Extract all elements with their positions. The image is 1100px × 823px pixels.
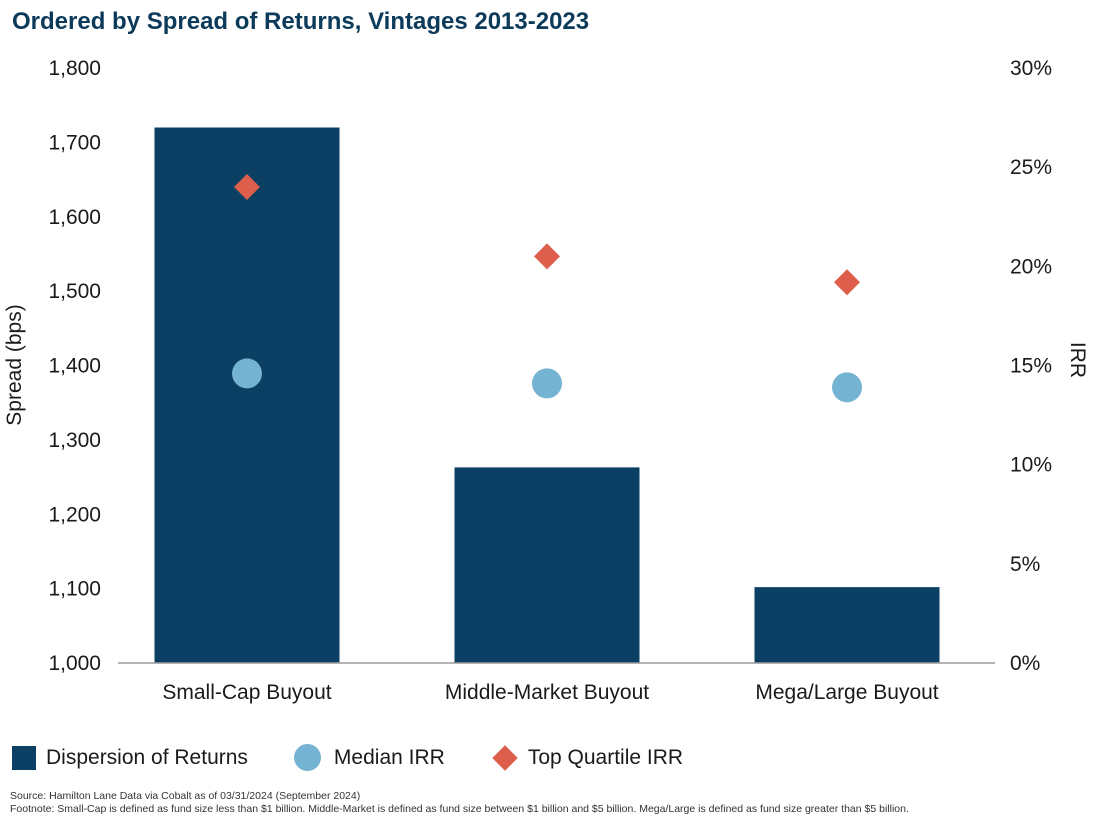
category-label: Mega/Large Buyout [755, 681, 938, 704]
legend-swatch-diamond [492, 744, 518, 771]
bar-3 [754, 587, 940, 663]
legend-label-dispersion: Dispersion of Returns [46, 745, 248, 769]
legend-item-top-quartile: Top Quartile IRR [491, 744, 684, 771]
legend-swatch-circle [293, 744, 321, 771]
y-tick-label: 1,300 [48, 429, 101, 452]
y-tick-label: 1,400 [48, 355, 101, 378]
median-point-3 [832, 372, 862, 403]
bar-1 [154, 127, 340, 663]
source-note: Source: Hamilton Lane Data via Cobalt as… [10, 790, 361, 802]
legend-swatch-bar [12, 745, 36, 770]
category-label: Middle-Market Buyout [445, 681, 649, 704]
y2-tick-label: 20% [1010, 255, 1052, 278]
legend: Dispersion of Returns Median IRR Top Qua… [12, 744, 729, 771]
median-point-2 [532, 368, 562, 399]
legend-item-dispersion: Dispersion of Returns [12, 745, 248, 770]
y-tick-label: 1,600 [48, 206, 101, 229]
top-quartile-point-1 [234, 174, 260, 200]
footnote: Footnote: Small-Cap is defined as fund s… [10, 803, 909, 815]
y-tick-label: 1,100 [48, 578, 101, 601]
y2-tick-label: 15% [1010, 355, 1052, 378]
legend-label-top-quartile: Top Quartile IRR [527, 745, 684, 769]
y-tick-label: 1,500 [48, 280, 101, 303]
y2-axis-title: IRR [1066, 342, 1089, 378]
y-tick-label: 1,000 [48, 652, 101, 675]
legend-item-median: Median IRR [293, 744, 445, 771]
chart-canvas: 1,000 1,100 1,200 1,300 1,400 1,500 1,600 1,700… [3, 57, 1089, 704]
median-point-1 [232, 358, 262, 389]
top-quartile-point-3 [834, 269, 860, 296]
y2-tick-label: 5% [1010, 553, 1040, 576]
y2-tick-label: 10% [1010, 454, 1052, 477]
chart-title: Ordered by Spread of Returns, Vintages 2… [12, 8, 590, 35]
y2-tick-label: 30% [1010, 57, 1052, 80]
y2-tick-label: 0% [1010, 652, 1040, 675]
y-axis-title: Spread (bps) [3, 304, 26, 425]
top-quartile-point-2 [534, 243, 560, 270]
y-tick-label: 1,200 [48, 503, 101, 526]
bar-2 [454, 467, 640, 663]
y2-tick-label: 25% [1010, 156, 1052, 179]
category-label: Small-Cap Buyout [162, 681, 331, 704]
y-tick-label: 1,700 [48, 131, 101, 154]
y-tick-label: 1,800 [48, 57, 101, 80]
legend-label-median: Median IRR [333, 745, 445, 769]
